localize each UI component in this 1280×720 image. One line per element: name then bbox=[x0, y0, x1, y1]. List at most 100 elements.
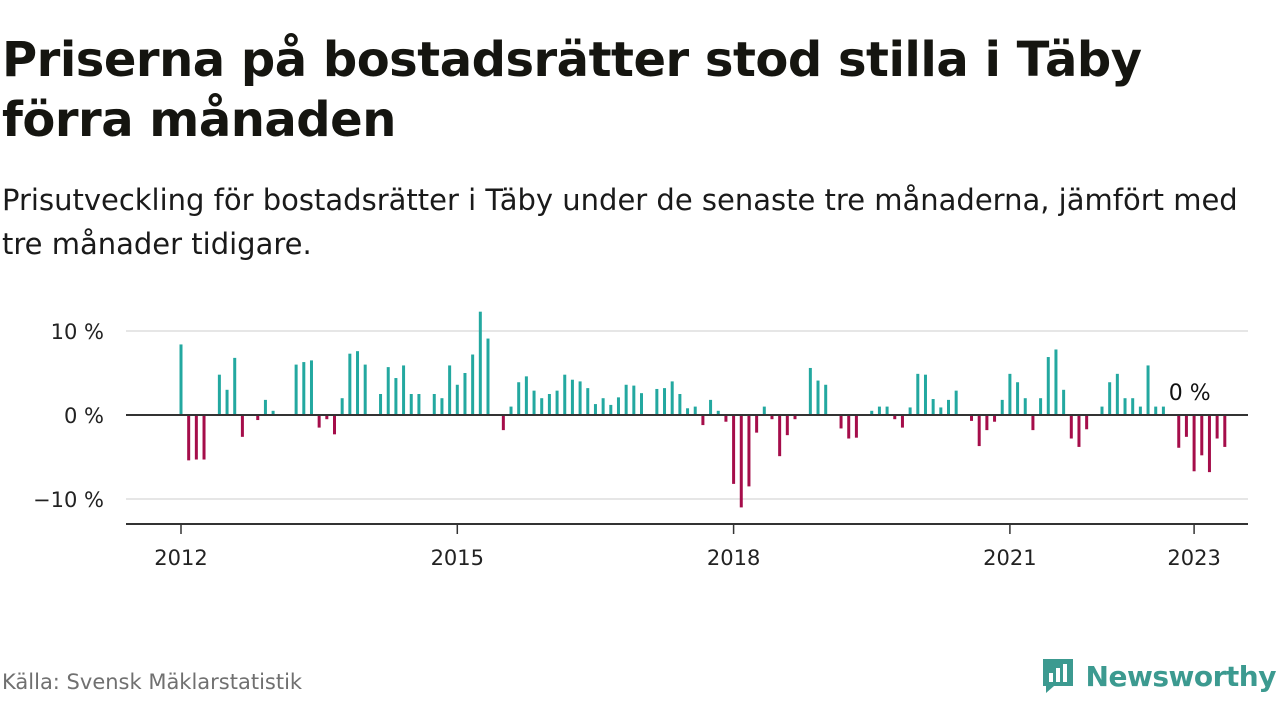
bar bbox=[317, 415, 321, 428]
bar bbox=[1207, 415, 1211, 473]
bar bbox=[1161, 406, 1165, 415]
bar bbox=[409, 394, 413, 415]
x-tick-label: 2012 bbox=[154, 546, 207, 570]
bar bbox=[1039, 398, 1043, 415]
bar bbox=[363, 364, 367, 415]
bar bbox=[256, 415, 260, 421]
bar bbox=[593, 404, 597, 415]
bar bbox=[885, 406, 889, 415]
bar bbox=[1031, 415, 1035, 431]
bar bbox=[509, 406, 513, 415]
bar bbox=[762, 406, 766, 415]
bar bbox=[824, 384, 828, 415]
bar bbox=[555, 390, 559, 415]
bar bbox=[532, 390, 536, 415]
bar bbox=[686, 408, 690, 415]
bar bbox=[202, 415, 206, 460]
bar bbox=[302, 362, 306, 415]
bar bbox=[747, 415, 751, 487]
bar bbox=[432, 394, 436, 415]
tick-labels: 10 % 0 % −10 % 2012 2015 2018 2021 2023 0 % bbox=[33, 320, 1221, 570]
bar bbox=[640, 393, 643, 415]
bar bbox=[517, 382, 521, 415]
bar bbox=[478, 311, 482, 415]
bar bbox=[923, 374, 927, 415]
gridlines bbox=[126, 330, 1248, 500]
bar bbox=[908, 407, 912, 415]
bar bbox=[1054, 349, 1058, 415]
bar bbox=[785, 415, 789, 436]
bar bbox=[916, 373, 920, 415]
bar bbox=[947, 399, 950, 415]
bar bbox=[1215, 415, 1219, 439]
bar bbox=[847, 415, 851, 439]
bar bbox=[471, 354, 475, 415]
bar bbox=[563, 374, 567, 415]
bar bbox=[417, 394, 421, 415]
bar bbox=[448, 365, 452, 415]
bar bbox=[816, 380, 820, 415]
bar bbox=[1192, 415, 1196, 472]
bar bbox=[1131, 398, 1135, 415]
newsworthy-logo-icon bbox=[1042, 659, 1073, 693]
bar bbox=[993, 415, 997, 422]
bar bbox=[1108, 382, 1112, 415]
bar bbox=[194, 415, 198, 460]
bar bbox=[732, 415, 736, 484]
bar bbox=[900, 415, 904, 428]
latest-value-label: 0 % bbox=[1169, 381, 1211, 406]
bar bbox=[770, 415, 774, 420]
y-tick-label: −10 % bbox=[33, 488, 104, 512]
bar bbox=[1146, 365, 1150, 415]
bar bbox=[1077, 415, 1081, 447]
bar bbox=[217, 374, 221, 415]
bar bbox=[655, 388, 659, 415]
bar bbox=[1016, 382, 1020, 415]
source-note: Källa: Svensk Mäklarstatistik bbox=[2, 670, 303, 694]
bar bbox=[1223, 415, 1227, 447]
bar bbox=[1023, 398, 1027, 415]
bar bbox=[985, 415, 989, 431]
bar bbox=[693, 406, 697, 415]
bar bbox=[701, 415, 705, 426]
bar bbox=[570, 379, 574, 415]
bar bbox=[716, 410, 720, 415]
bar bbox=[877, 406, 881, 415]
bar bbox=[839, 415, 843, 429]
bar bbox=[632, 385, 636, 415]
bars bbox=[179, 311, 1227, 508]
bar bbox=[793, 415, 797, 420]
axes bbox=[126, 414, 1248, 534]
bar bbox=[340, 398, 344, 415]
bar bbox=[954, 390, 958, 415]
bar bbox=[939, 407, 943, 415]
bar bbox=[663, 388, 667, 415]
brand-logo[interactable]: Newsworthy bbox=[1040, 654, 1277, 698]
bar bbox=[179, 344, 183, 415]
bar bbox=[616, 397, 620, 415]
bar bbox=[187, 415, 191, 461]
x-tick-label: 2021 bbox=[983, 546, 1036, 570]
bar bbox=[501, 415, 505, 431]
bar bbox=[333, 415, 336, 435]
bar bbox=[931, 399, 935, 415]
bar bbox=[440, 398, 444, 415]
bar bbox=[609, 404, 613, 415]
bar bbox=[724, 415, 728, 422]
bar bbox=[294, 364, 298, 415]
bar bbox=[524, 376, 528, 415]
bar bbox=[1085, 415, 1089, 430]
bar bbox=[1154, 406, 1158, 415]
chart-subtitle: Prisutveckling för bostadsrätter i Täby … bbox=[2, 183, 1238, 261]
bar bbox=[240, 415, 244, 437]
bar bbox=[1100, 406, 1104, 415]
chart-title: Priserna på bostadsrätter stod stilla i … bbox=[2, 32, 1142, 148]
bar bbox=[325, 415, 329, 420]
bar bbox=[309, 360, 313, 415]
bar bbox=[854, 415, 858, 438]
bar bbox=[379, 394, 383, 415]
bar bbox=[778, 415, 782, 457]
bar bbox=[263, 399, 267, 415]
bar bbox=[463, 373, 467, 415]
bar bbox=[455, 384, 459, 415]
